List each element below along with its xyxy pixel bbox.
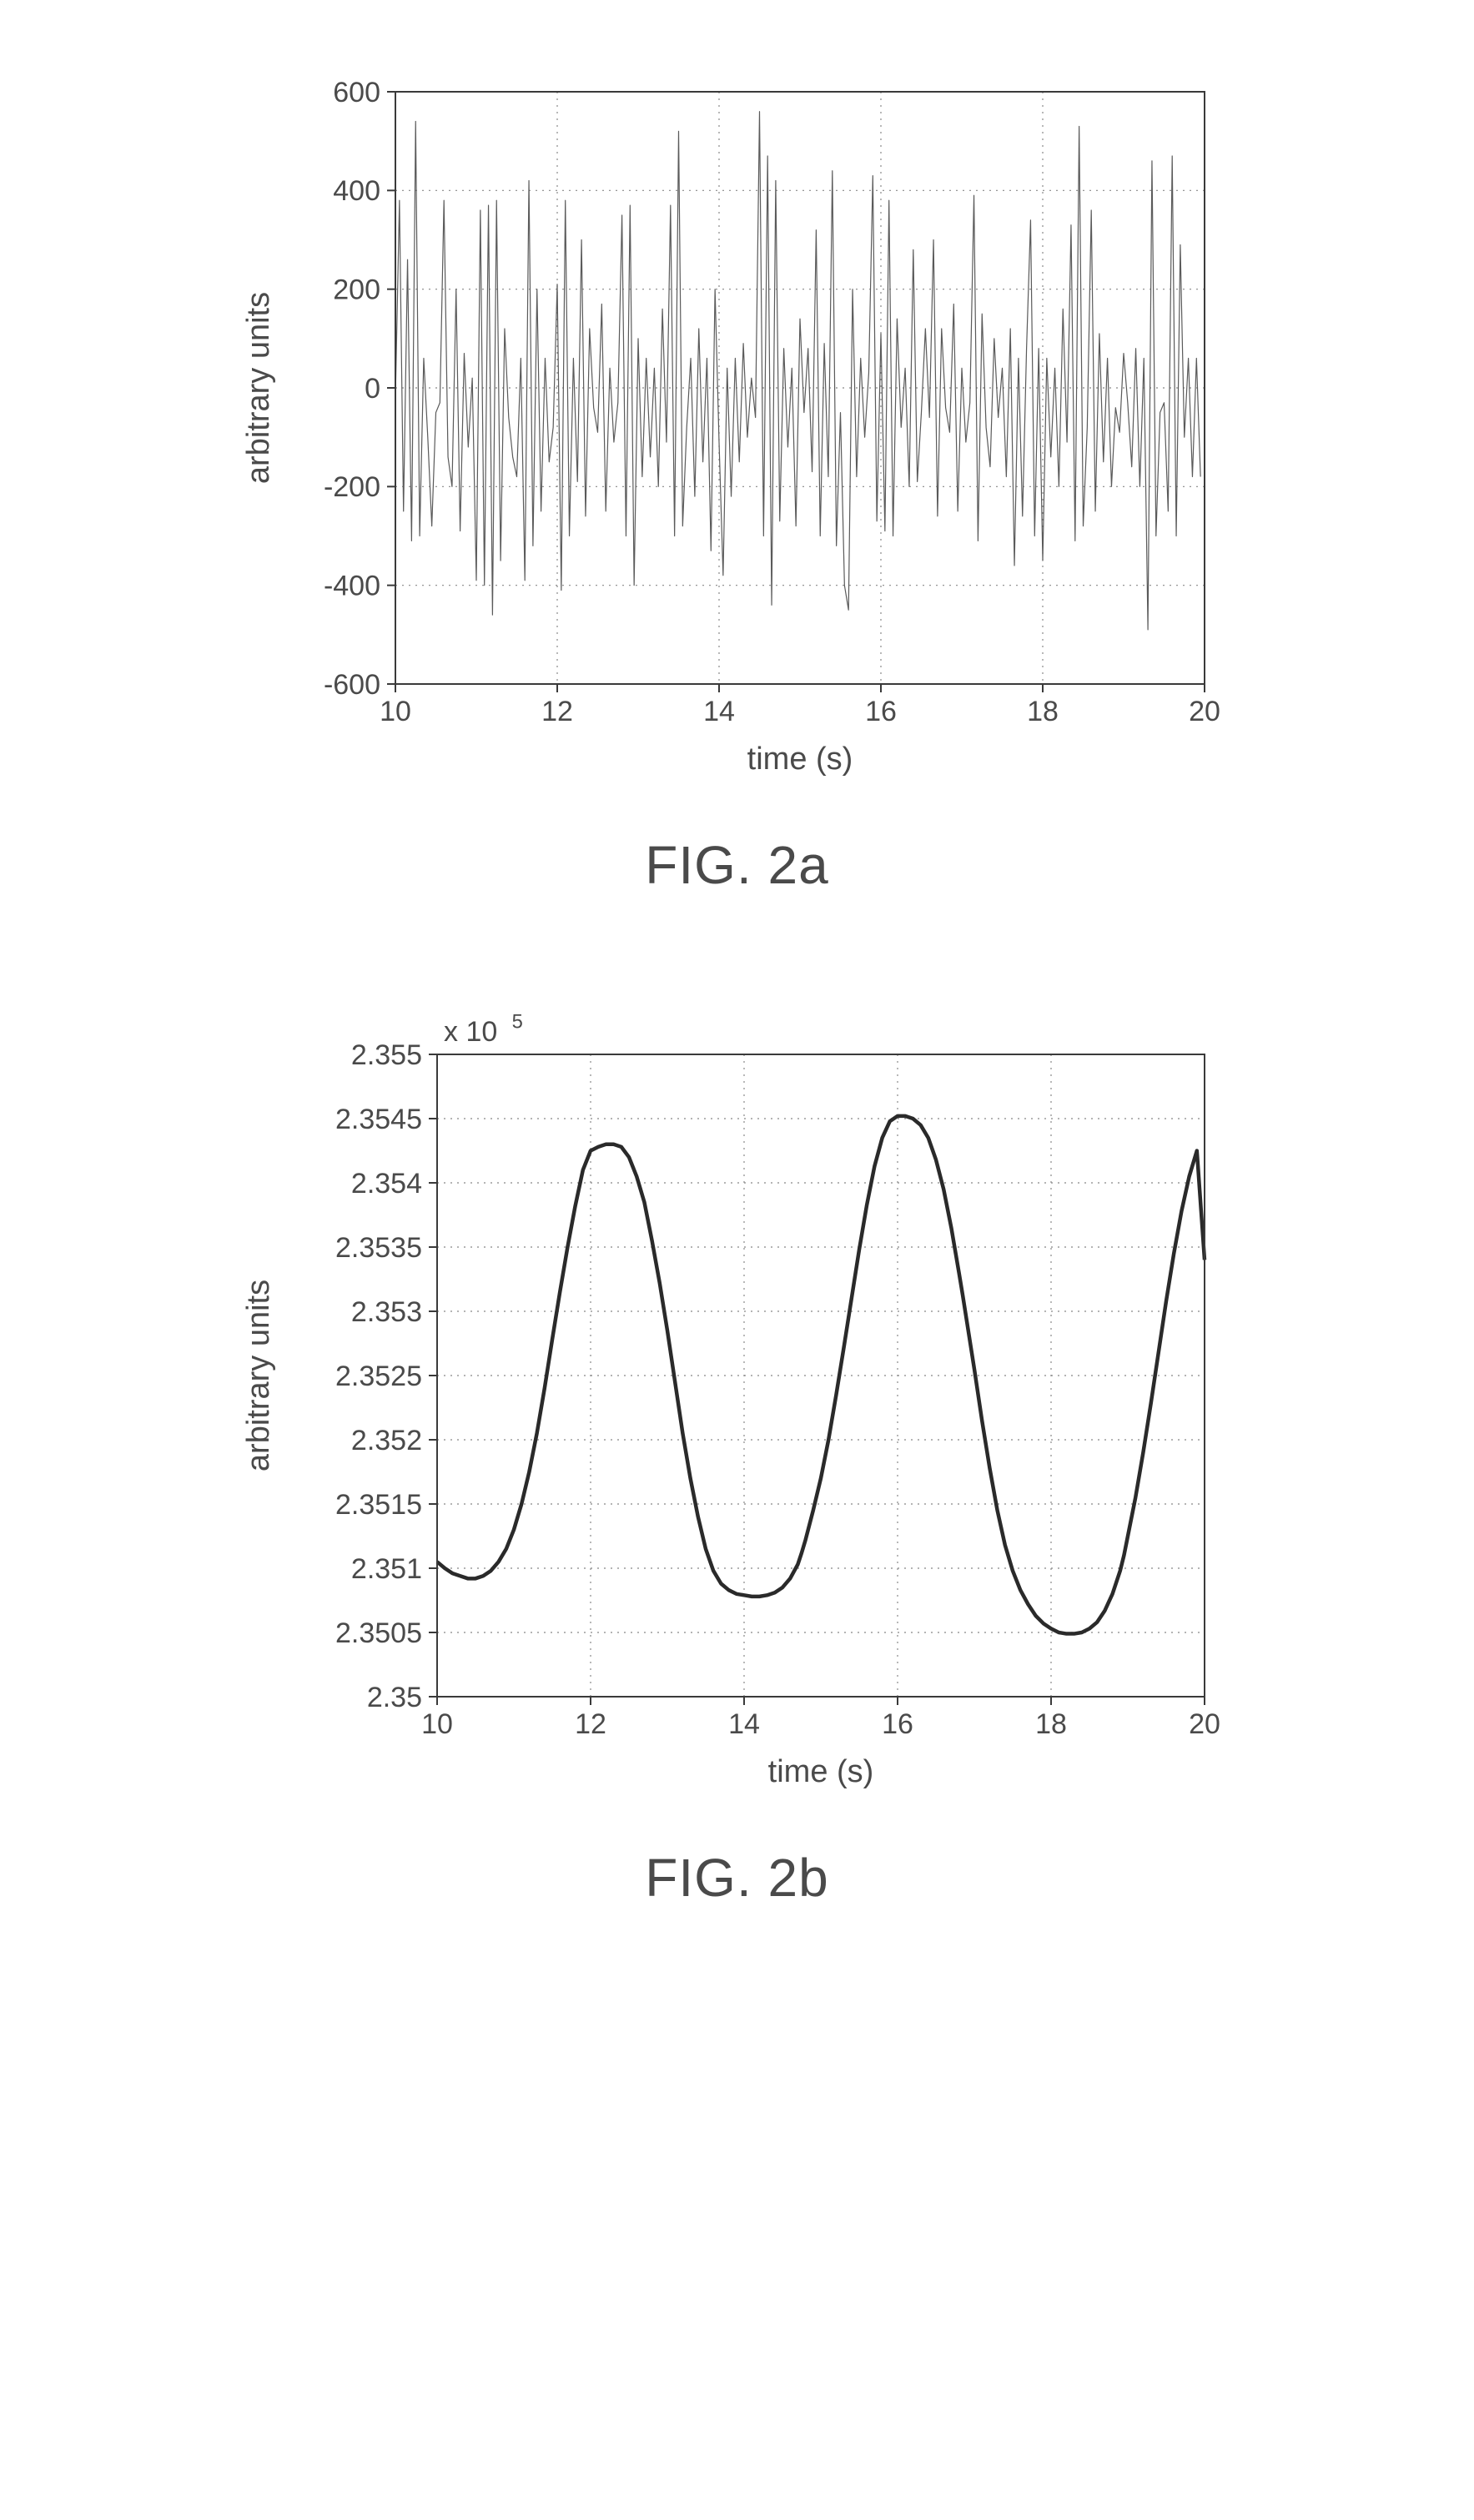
svg-text:2.352: 2.352 [350, 1425, 421, 1456]
svg-text:2.3505: 2.3505 [335, 1617, 422, 1649]
svg-text:time (s): time (s) [767, 1754, 873, 1789]
svg-text:200: 200 [333, 274, 380, 306]
svg-text:20: 20 [1189, 1708, 1220, 1740]
figure-b-block: 10 12 14 16 18 20 2.35 2.3505 2.351 2.3515 2.352 2.… [0, 996, 1474, 1909]
svg-text:-200: -200 [323, 471, 380, 503]
svg-text:-400: -400 [323, 571, 380, 602]
svg-text:2.3535: 2.3535 [335, 1232, 422, 1264]
svg-text:12: 12 [541, 696, 573, 727]
caption-a: FIG. 2a [645, 834, 828, 896]
svg-text:arbitrary units: arbitrary units [241, 292, 276, 484]
svg-text:10: 10 [421, 1708, 453, 1740]
svg-text:2.35: 2.35 [366, 1682, 421, 1713]
svg-text:2.353: 2.353 [350, 1296, 421, 1328]
svg-text:0: 0 [365, 373, 380, 405]
svg-text:time (s): time (s) [747, 742, 853, 777]
svg-text:18: 18 [1035, 1708, 1067, 1740]
svg-text:10: 10 [380, 696, 411, 727]
svg-text:600: 600 [333, 77, 380, 108]
svg-text:14: 14 [728, 1708, 760, 1740]
svg-text:400: 400 [333, 175, 380, 207]
svg-text:x 10: x 10 [444, 1016, 497, 1048]
svg-text:14: 14 [703, 696, 735, 727]
svg-text:2.3515: 2.3515 [335, 1489, 422, 1521]
svg-text:12: 12 [575, 1708, 606, 1740]
caption-b: FIG. 2b [645, 1847, 828, 1909]
svg-text:2.354: 2.354 [350, 1168, 421, 1200]
svg-text:20: 20 [1189, 696, 1220, 727]
chart-a: 10 12 14 16 18 20 -600 -400 -200 0 200 400 600 time (… [237, 67, 1238, 784]
svg-text:2.3525: 2.3525 [335, 1361, 422, 1392]
svg-text:2.351: 2.351 [350, 1553, 421, 1585]
figure-a-block: 10 12 14 16 18 20 -600 -400 -200 0 200 400 600 time (… [0, 67, 1474, 896]
svg-text:2.3545: 2.3545 [335, 1104, 422, 1135]
svg-text:16: 16 [865, 696, 897, 727]
svg-text:5: 5 [511, 1011, 522, 1034]
svg-text:2.355: 2.355 [350, 1039, 421, 1071]
chart-b: 10 12 14 16 18 20 2.35 2.3505 2.351 2.3515 2.352 2.… [237, 996, 1238, 1797]
svg-text:18: 18 [1027, 696, 1059, 727]
svg-text:arbitrary units: arbitrary units [241, 1280, 276, 1471]
svg-text:16: 16 [882, 1708, 913, 1740]
svg-text:-600: -600 [323, 669, 380, 701]
